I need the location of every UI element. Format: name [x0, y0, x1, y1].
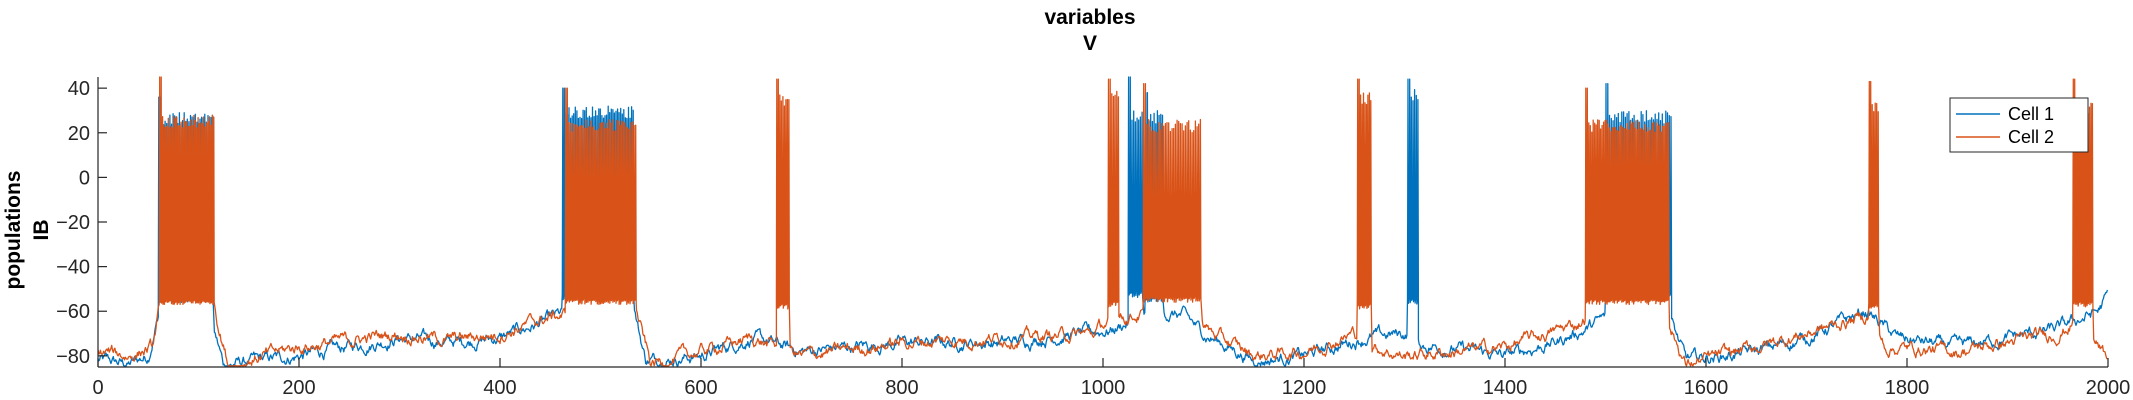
y-tick-label: 20 — [68, 123, 90, 145]
y-ticks: −80 −60 −40 −20 0 20 40 — [56, 78, 107, 368]
x-tick-label: 800 — [885, 377, 918, 399]
y-tick-label: −40 — [56, 257, 90, 279]
legend: Cell 1 Cell 2 — [1949, 97, 2089, 153]
x-tick-label: 1200 — [1282, 377, 1327, 399]
series-line-cell-1 — [98, 76, 2108, 367]
legend-label: Cell 2 — [2008, 127, 2054, 147]
y-axis-label: populations IB — [2, 171, 53, 290]
x-tick-label: 1600 — [1684, 377, 1729, 399]
x-tick-label: 1000 — [1081, 377, 1126, 399]
y-tick-label: −20 — [56, 212, 90, 234]
ylabel-line-2: IB — [30, 220, 53, 241]
legend-label: Cell 1 — [2008, 104, 2054, 124]
x-ticks: 0 200 400 600 800 1000 1200 1400 1600 1800 2000 — [92, 358, 2130, 399]
x-tick-label: 1400 — [1483, 377, 1528, 399]
legend-box — [1949, 97, 2089, 153]
x-tick-label: 400 — [483, 377, 516, 399]
x-tick-label: 1800 — [1885, 377, 1930, 399]
x-tick-label: 200 — [282, 377, 315, 399]
axes — [97, 77, 2108, 368]
y-tick-label: −80 — [56, 346, 90, 368]
chart-title: variables V — [1044, 6, 1135, 55]
series-line-cell-2 — [98, 76, 2108, 367]
y-tick-label: −60 — [56, 301, 90, 323]
title-line-2: V — [1083, 32, 1097, 55]
x-tick-label: 0 — [92, 377, 103, 399]
series-layer — [98, 76, 2108, 367]
y-tick-label: 40 — [68, 78, 90, 100]
y-tick-label: 0 — [79, 167, 90, 189]
ylabel-line-1: populations — [2, 171, 25, 290]
title-line-1: variables — [1044, 6, 1135, 29]
x-tick-label: 600 — [684, 377, 717, 399]
x-tick-label: 2000 — [2086, 377, 2131, 399]
